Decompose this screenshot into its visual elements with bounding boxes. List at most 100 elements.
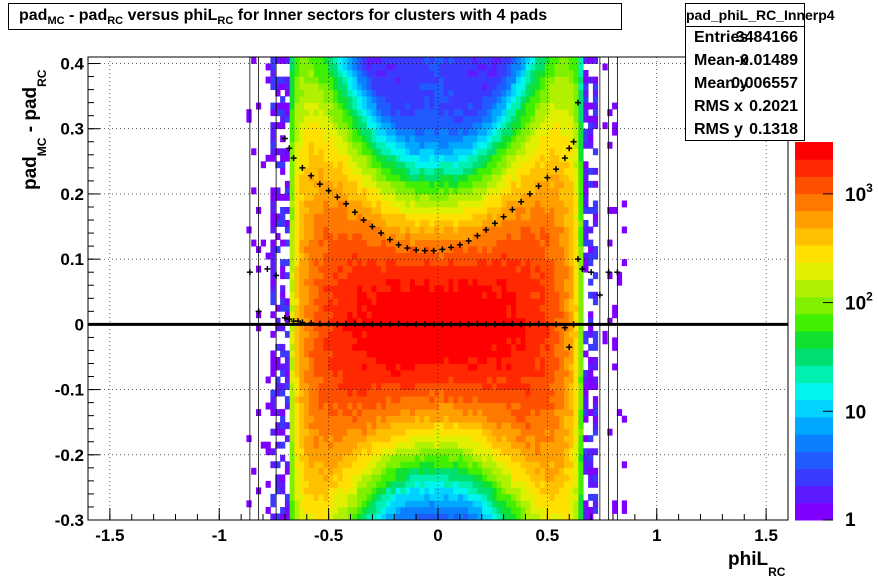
- heatmap-cell: [530, 324, 536, 332]
- heatmap-cell: [515, 285, 522, 293]
- heatmap-cell: [352, 174, 358, 182]
- heatmap-cell: [520, 96, 526, 103]
- heatmap-cell: [458, 207, 464, 214]
- heatmap-cell: [385, 454, 392, 462]
- heatmap-cell: [530, 317, 536, 325]
- heatmap-cell: [381, 109, 387, 117]
- heatmap-cell: [487, 233, 493, 240]
- heatmap-cell: [525, 122, 531, 130]
- heatmap-cell: [371, 389, 377, 397]
- heatmap-cell: [313, 141, 319, 149]
- heatmap-cell: [583, 507, 589, 514]
- heatmap-cell: [592, 76, 599, 84]
- heatmap-cell: [535, 233, 541, 240]
- heatmap-cell: [525, 213, 531, 221]
- heatmap-cell: [284, 402, 291, 410]
- heatmap-cell: [323, 376, 329, 384]
- heatmap-cell: [496, 187, 502, 195]
- heatmap-cell: [381, 135, 387, 143]
- heatmap-cell: [487, 213, 493, 221]
- heatmap-cell: [371, 304, 377, 312]
- heatmap-cell: [357, 337, 363, 345]
- heatmap-cell: [328, 467, 334, 475]
- heatmap-cell: [539, 200, 546, 208]
- heatmap-cell: [414, 207, 420, 214]
- heatmap-cell: [337, 128, 343, 136]
- heatmap-cell: [357, 350, 363, 358]
- heatmap-cell: [313, 343, 319, 351]
- heatmap-cell: [482, 83, 488, 90]
- heatmap-cell: [299, 337, 305, 345]
- heatmap-cell: [506, 493, 512, 501]
- heatmap-cell: [371, 174, 377, 182]
- heatmap-cell: [371, 330, 377, 338]
- heatmap-cell: [443, 311, 449, 319]
- heatmap-cell: [525, 357, 531, 364]
- heatmap-cell: [525, 83, 531, 90]
- heatmap-cell: [588, 330, 594, 338]
- heatmap-cell: [313, 239, 319, 247]
- heatmap-cell: [501, 324, 507, 332]
- heatmap-cell: [511, 415, 517, 423]
- heatmap-cell: [270, 285, 276, 293]
- heatmap-cell: [564, 330, 570, 338]
- heatmap-cell: [573, 213, 579, 221]
- heatmap-cell: [539, 409, 546, 416]
- heatmap-cell: [357, 246, 363, 253]
- heatmap-cell: [390, 363, 396, 371]
- heatmap-cell: [501, 435, 507, 443]
- heatmap-cell: [477, 291, 483, 299]
- heatmap-cell: [491, 402, 497, 410]
- heatmap-cell: [313, 317, 319, 325]
- heatmap-cell: [491, 428, 497, 436]
- heatmap-cell: [304, 226, 310, 234]
- heatmap-cell: [607, 317, 613, 325]
- heatmap-cell: [352, 409, 358, 416]
- heatmap-cell: [304, 409, 310, 416]
- heatmap-cell: [294, 415, 300, 423]
- heatmap-cell: [390, 415, 396, 423]
- heatmap-cell: [467, 330, 473, 338]
- heatmap-cell: [275, 246, 281, 253]
- heatmap-cell: [588, 180, 594, 188]
- heatmap-cell: [342, 213, 348, 221]
- heatmap-cell: [539, 487, 546, 495]
- heatmap-cell: [361, 70, 368, 77]
- heatmap-cell: [578, 161, 584, 169]
- heatmap-cell: [294, 207, 300, 214]
- heatmap-cell: [515, 409, 522, 416]
- heatmap-cell: [482, 167, 488, 175]
- heatmap-cell: [366, 246, 372, 253]
- heatmap-cell: [429, 89, 435, 97]
- heatmap-cell: [438, 441, 445, 449]
- heatmap-cell: [294, 57, 300, 64]
- heatmap-cell: [511, 239, 517, 247]
- heatmap-cell: [458, 122, 464, 130]
- heatmap-cell: [419, 317, 425, 325]
- heatmap-cell: [366, 220, 372, 227]
- heatmap-cell: [564, 246, 570, 253]
- heatmap-cell: [564, 428, 570, 436]
- heatmap-cell: [337, 422, 343, 430]
- heatmap-cell: [462, 193, 469, 201]
- heatmap-cell: [357, 148, 363, 156]
- color-scale-band: [795, 142, 833, 160]
- heatmap-cell: [559, 89, 565, 97]
- heatmap-cell: [592, 363, 599, 371]
- heatmap-cell: [525, 102, 531, 110]
- heatmap-cell: [299, 70, 305, 77]
- heatmap-cell: [342, 474, 348, 482]
- heatmap-cell: [539, 513, 546, 521]
- heatmap-cell: [453, 233, 459, 240]
- heatmap-cell: [323, 135, 329, 143]
- heatmap-cell: [323, 350, 329, 358]
- heatmap-cell: [482, 76, 488, 84]
- heatmap-cell: [520, 148, 526, 156]
- heatmap-cell: [333, 57, 339, 64]
- heatmap-cell: [573, 480, 579, 488]
- heatmap-cell: [333, 233, 339, 240]
- heatmap-cell: [357, 76, 363, 84]
- color-scale-band: [795, 296, 833, 315]
- heatmap-cell: [299, 57, 305, 64]
